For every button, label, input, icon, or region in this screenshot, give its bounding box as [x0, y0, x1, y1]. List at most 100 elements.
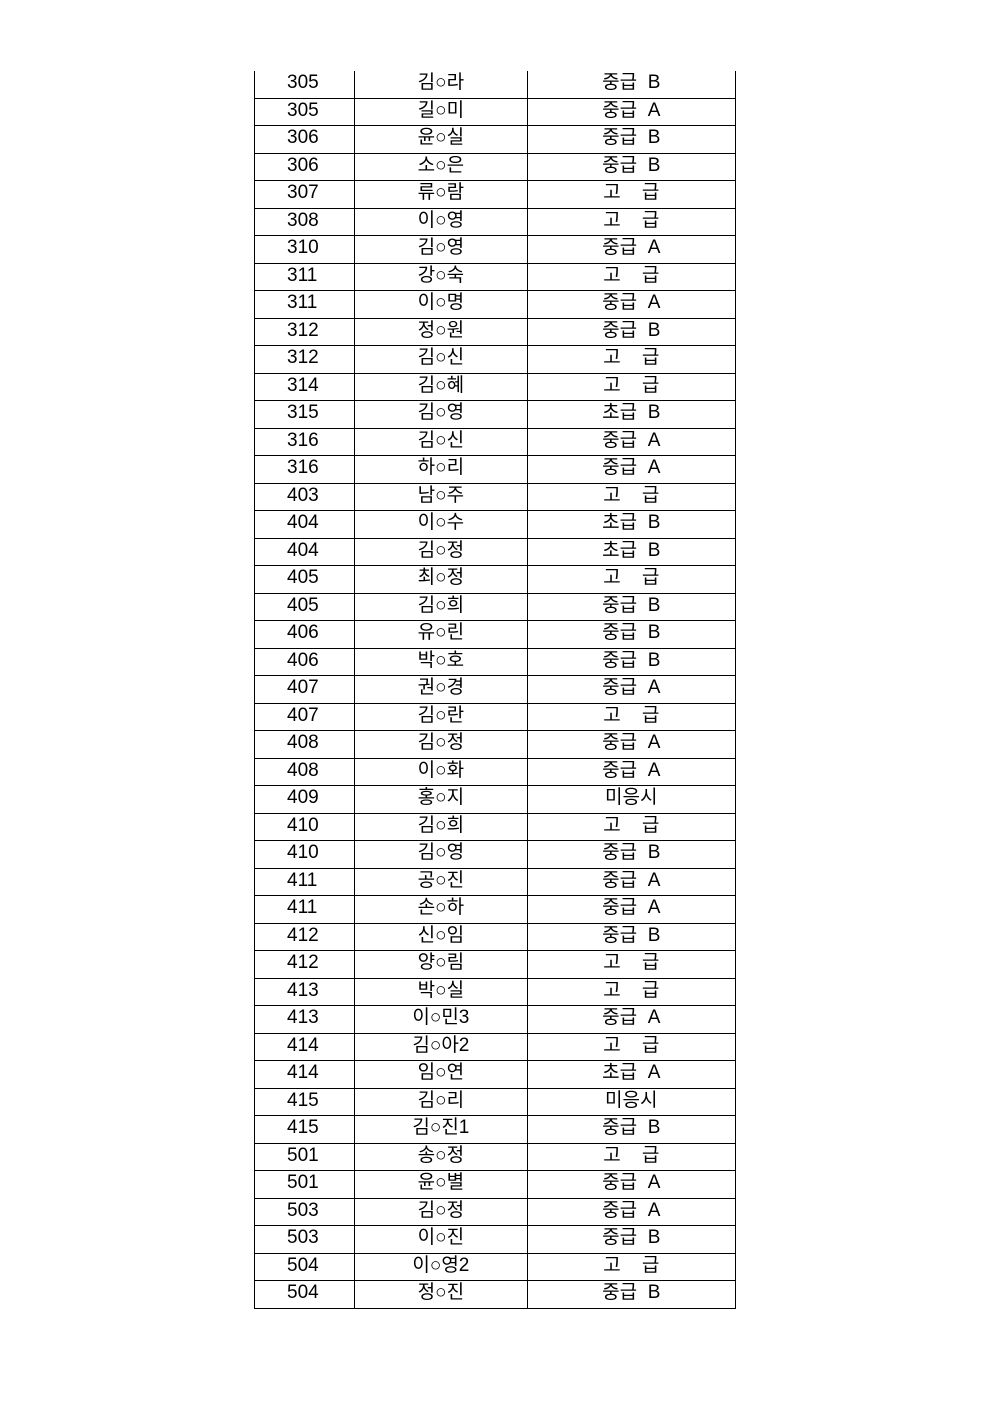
grade-cell: 중급 A	[526, 290, 737, 319]
room-cell: 415	[253, 1115, 356, 1144]
table-row: 409 홍○지 미응시	[253, 785, 737, 814]
room-cell: 307	[253, 180, 356, 209]
room-cell: 404	[253, 510, 356, 539]
name-cell: 김○희	[354, 812, 528, 841]
name-cell: 이○진	[354, 1225, 528, 1254]
room-cell: 414	[253, 1060, 356, 1089]
grade-cell: 초급 A	[526, 1060, 737, 1089]
room-cell: 305	[253, 71, 356, 99]
name-cell: 최○정	[354, 565, 528, 594]
table-row: 407 권○경 중급 A	[253, 675, 737, 704]
table-row: 312 정○원 중급 B	[253, 317, 737, 346]
grade-cell: 중급 A	[526, 235, 737, 264]
room-cell: 409	[253, 785, 356, 814]
grade-cell: 중급 B	[526, 1225, 737, 1254]
grade-cell: 초급 B	[526, 400, 737, 429]
name-cell: 임○연	[354, 1060, 528, 1089]
room-cell: 306	[253, 125, 356, 154]
table-row: 413 이○민3 중급 A	[253, 1005, 737, 1034]
grade-table-body: 305 김○라 중급 B 305 길○미 중급 A 306 윤○실 중급 B 306 소○은 중급 B…	[253, 71, 737, 1309]
name-cell: 김○영	[354, 400, 528, 429]
room-cell: 403	[253, 482, 356, 511]
room-cell: 504	[253, 1280, 356, 1309]
name-cell: 유○린	[354, 620, 528, 649]
name-cell: 김○란	[354, 702, 528, 731]
table-row: 411 공○진 중급 A	[253, 867, 737, 896]
name-cell: 소○은	[354, 152, 528, 181]
table-row: 305 김○라 중급 B	[253, 71, 737, 99]
room-cell: 411	[253, 867, 356, 896]
grade-cell: 중급 B	[526, 152, 737, 181]
grade-cell: 고 급	[526, 1142, 737, 1171]
name-cell: 정○원	[354, 317, 528, 346]
grade-cell: 중급 A	[526, 455, 737, 484]
name-cell: 하○리	[354, 455, 528, 484]
grade-cell: 중급 A	[526, 757, 737, 786]
room-cell: 310	[253, 235, 356, 264]
grade-cell: 중급 A	[526, 1170, 737, 1199]
room-cell: 405	[253, 565, 356, 594]
grade-cell: 중급 A	[526, 730, 737, 759]
grade-table: 305 김○라 중급 B 305 길○미 중급 A 306 윤○실 중급 B 306 소○은 중급 B…	[253, 71, 737, 1309]
room-cell: 311	[253, 262, 356, 291]
grade-cell: 미응시	[526, 1087, 737, 1116]
table-row: 408 김○정 중급 A	[253, 730, 737, 759]
name-cell: 손○하	[354, 895, 528, 924]
grade-cell: 초급 B	[526, 537, 737, 566]
grade-cell: 고 급	[526, 1032, 737, 1061]
room-cell: 408	[253, 757, 356, 786]
table-row: 412 신○임 중급 B	[253, 922, 737, 951]
grade-cell: 미응시	[526, 785, 737, 814]
name-cell: 김○라	[354, 71, 528, 99]
name-cell: 홍○지	[354, 785, 528, 814]
name-cell: 윤○실	[354, 125, 528, 154]
name-cell: 송○정	[354, 1142, 528, 1171]
table-row: 314 김○혜 고 급	[253, 372, 737, 401]
name-cell: 김○영	[354, 235, 528, 264]
name-cell: 이○영2	[354, 1252, 528, 1281]
grade-cell: 고 급	[526, 565, 737, 594]
grade-cell: 고 급	[526, 1252, 737, 1281]
name-cell: 양○림	[354, 950, 528, 979]
table-row: 315 김○영 초급 B	[253, 400, 737, 429]
room-cell: 315	[253, 400, 356, 429]
name-cell: 박○실	[354, 977, 528, 1006]
grade-cell: 고 급	[526, 702, 737, 731]
table-row: 311 강○숙 고 급	[253, 262, 737, 291]
grade-cell: 초급 B	[526, 510, 737, 539]
grade-cell: 중급 A	[526, 427, 737, 456]
table-row: 403 남○주 고 급	[253, 482, 737, 511]
room-cell: 413	[253, 1005, 356, 1034]
name-cell: 김○혜	[354, 372, 528, 401]
grade-cell: 중급 A	[526, 675, 737, 704]
name-cell: 김○영	[354, 840, 528, 869]
name-cell: 류○람	[354, 180, 528, 209]
table-row: 316 하○리 중급 A	[253, 455, 737, 484]
grade-cell: 중급 B	[526, 592, 737, 621]
table-row: 407 김○란 고 급	[253, 702, 737, 731]
grade-cell: 고 급	[526, 977, 737, 1006]
room-cell: 411	[253, 895, 356, 924]
room-cell: 408	[253, 730, 356, 759]
grade-cell: 중급 A	[526, 895, 737, 924]
name-cell: 김○정	[354, 730, 528, 759]
room-cell: 308	[253, 207, 356, 236]
grade-cell: 중급 A	[526, 867, 737, 896]
table-row: 310 김○영 중급 A	[253, 235, 737, 264]
room-cell: 404	[253, 537, 356, 566]
name-cell: 김○신	[354, 345, 528, 374]
table-row: 406 유○린 중급 B	[253, 620, 737, 649]
grade-cell: 고 급	[526, 812, 737, 841]
room-cell: 414	[253, 1032, 356, 1061]
room-cell: 312	[253, 317, 356, 346]
table-row: 410 김○영 중급 B	[253, 840, 737, 869]
name-cell: 김○아2	[354, 1032, 528, 1061]
room-cell: 501	[253, 1142, 356, 1171]
grade-cell: 고 급	[526, 482, 737, 511]
room-cell: 410	[253, 812, 356, 841]
table-row: 411 손○하 중급 A	[253, 895, 737, 924]
table-row: 504 정○진 중급 B	[253, 1280, 737, 1309]
name-cell: 김○진1	[354, 1115, 528, 1144]
table-row: 415 김○리 미응시	[253, 1087, 737, 1116]
room-cell: 316	[253, 427, 356, 456]
